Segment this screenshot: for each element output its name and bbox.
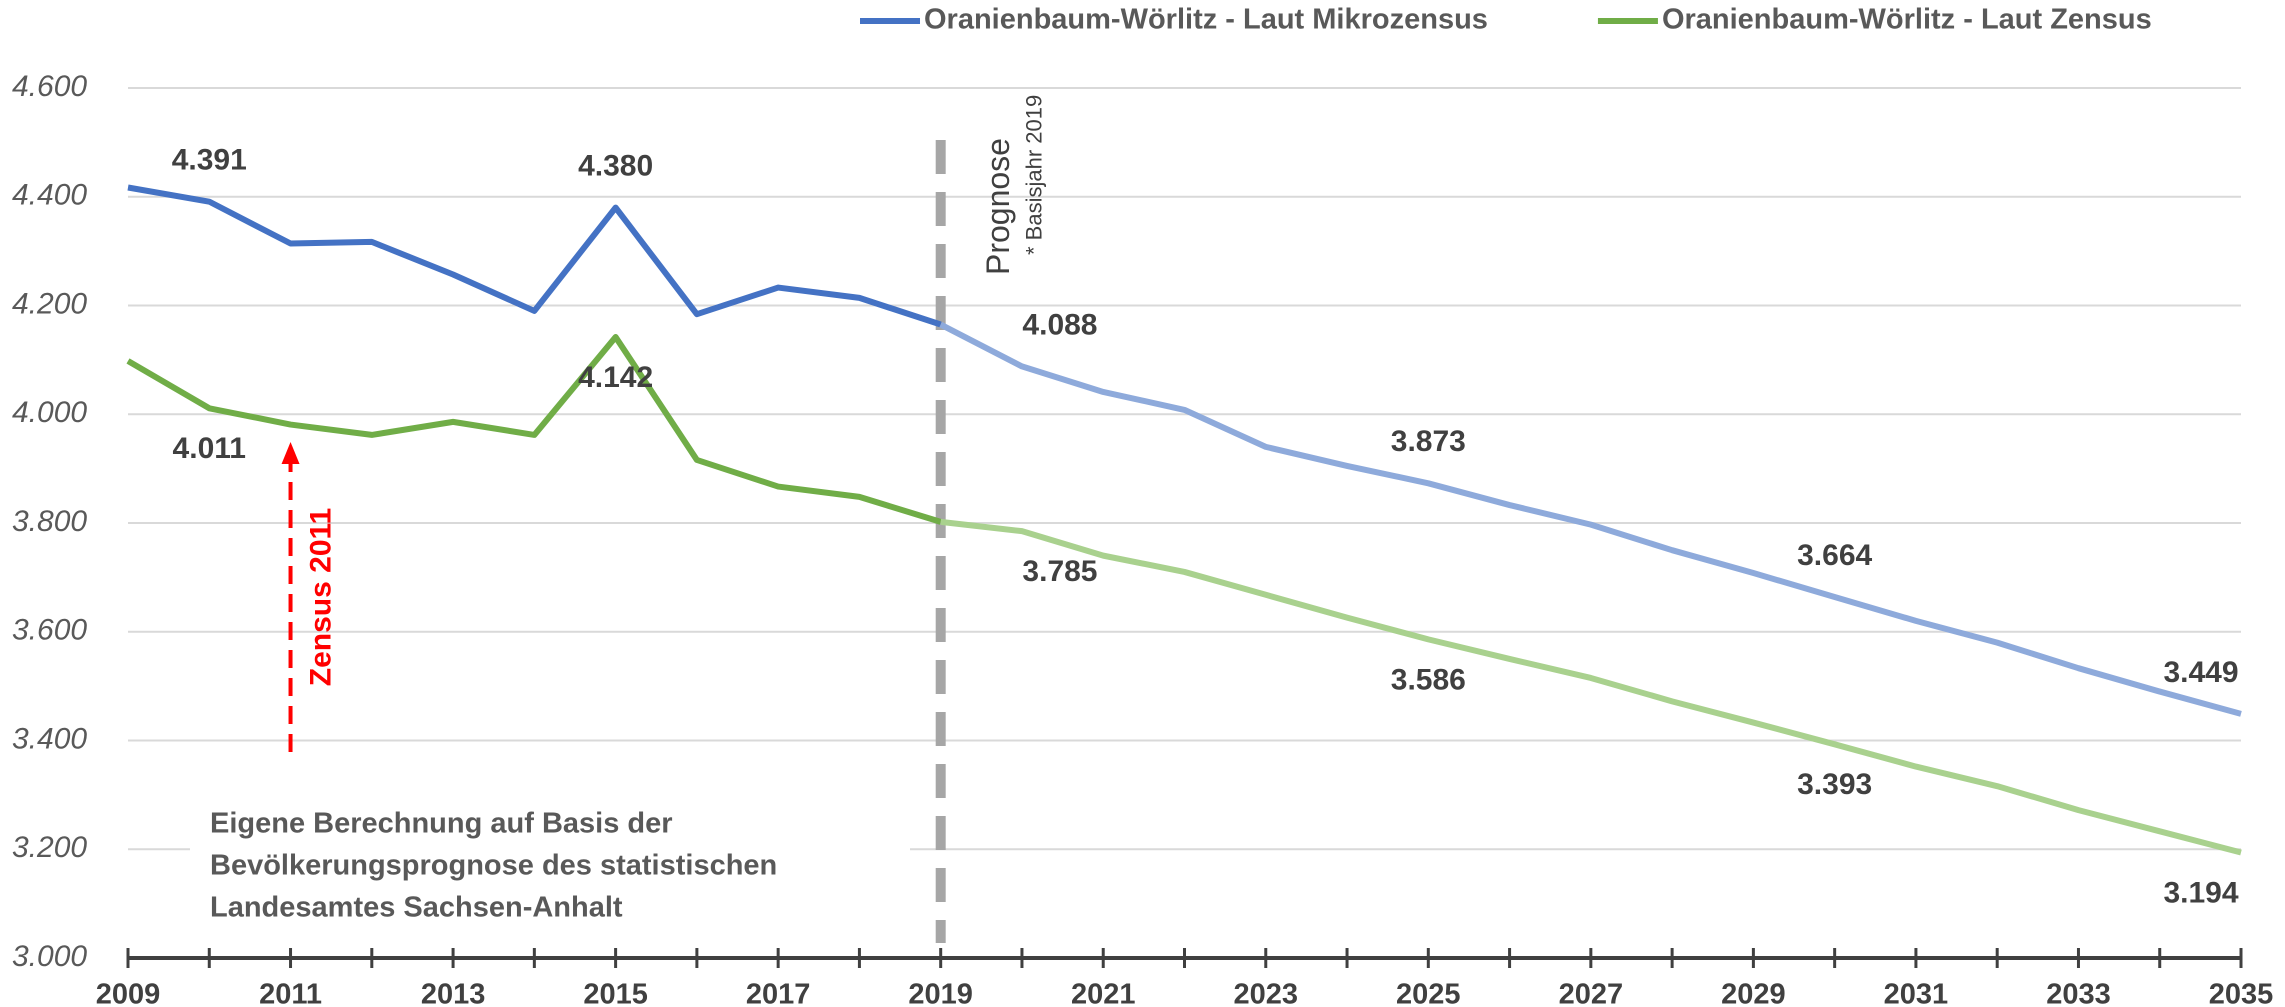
- note-background: [190, 795, 910, 935]
- x-tick-label: 2017: [746, 979, 811, 1007]
- y-tick-label: 4.000: [12, 396, 87, 429]
- y-tick-label: 3.200: [12, 831, 87, 864]
- x-tick-label: 2013: [421, 979, 486, 1007]
- data-label: 3.586: [1391, 663, 1466, 696]
- data-label: 3.449: [2163, 656, 2238, 689]
- legend-label: Oranienbaum-Wörlitz - Laut Zensus: [1662, 4, 2152, 36]
- y-tick-label: 3.600: [12, 614, 87, 647]
- source-note: Landesamtes Sachsen-Anhalt: [210, 892, 623, 924]
- series-line: [126, 334, 942, 525]
- y-tick-label: 4.600: [12, 70, 87, 103]
- census-arrowhead: [281, 442, 300, 464]
- data-label: 4.142: [578, 361, 653, 394]
- y-tick-label: 4.200: [12, 287, 87, 320]
- series-line: [127, 184, 942, 328]
- y-tick-label: 3.800: [12, 505, 87, 538]
- x-tick-label: 2029: [1721, 979, 1786, 1007]
- series-line: [940, 518, 2242, 856]
- x-tick-label: 2011: [259, 979, 322, 1007]
- x-tick-label: 2023: [1234, 979, 1299, 1007]
- data-label: 4.391: [172, 144, 247, 177]
- x-tick-label: 2021: [1071, 979, 1136, 1007]
- x-tick-label: 2033: [2046, 979, 2111, 1007]
- y-tick-label: 4.400: [12, 179, 87, 212]
- data-label: 3.664: [1797, 539, 1872, 572]
- series-line: [939, 321, 2242, 717]
- census-label: Zensus 2011: [304, 508, 337, 686]
- data-label: 3.393: [1797, 768, 1872, 801]
- data-label: 3.785: [1022, 555, 1097, 588]
- data-label: 3.194: [2163, 876, 2238, 909]
- x-tick-label: 2027: [1559, 979, 1624, 1007]
- forecast-note: * Basisjahr 2019: [1022, 95, 1047, 255]
- y-tick-label: 3.000: [12, 940, 87, 973]
- source-note: Bevölkerungsprognose des statistischen: [210, 850, 777, 882]
- x-tick-label: 2031: [1884, 979, 1949, 1007]
- source-note: Eigene Berechnung auf Basis der: [210, 808, 673, 840]
- x-tick-label: 2015: [583, 979, 648, 1007]
- x-tick-label: 2019: [908, 979, 973, 1007]
- data-label: 4.011: [173, 432, 246, 465]
- y-tick-label: 3.400: [12, 722, 87, 755]
- legend-label: Oranienbaum-Wörlitz - Laut Mikrozensus: [924, 4, 1488, 36]
- data-label: 3.873: [1391, 425, 1466, 458]
- forecast-label: Prognose: [980, 138, 1016, 275]
- data-label: 4.088: [1022, 308, 1097, 341]
- x-tick-label: 2025: [1396, 979, 1461, 1007]
- x-tick-label: 2035: [2209, 979, 2274, 1007]
- x-tick-label: 2009: [96, 979, 161, 1007]
- data-label: 4.380: [578, 150, 653, 183]
